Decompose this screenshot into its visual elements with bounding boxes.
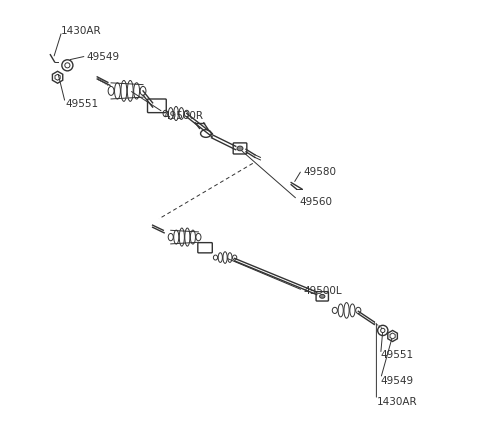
Text: 1430AR: 1430AR xyxy=(376,397,417,407)
Text: 49549: 49549 xyxy=(86,52,120,62)
Text: 49549: 49549 xyxy=(381,376,414,386)
Text: 49500R: 49500R xyxy=(163,112,204,121)
Text: 49551: 49551 xyxy=(381,350,414,360)
Ellipse shape xyxy=(320,294,325,298)
Ellipse shape xyxy=(237,146,243,151)
Text: 49500L: 49500L xyxy=(304,286,343,296)
Text: 49580: 49580 xyxy=(304,167,337,177)
Text: 49560: 49560 xyxy=(300,197,333,207)
Text: 1430AR: 1430AR xyxy=(61,26,102,36)
Text: 49551: 49551 xyxy=(65,99,98,109)
